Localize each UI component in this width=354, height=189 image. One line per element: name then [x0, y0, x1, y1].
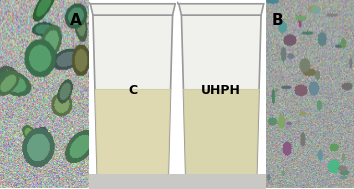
Text: A: A: [70, 13, 81, 28]
Polygon shape: [90, 4, 175, 15]
Text: UHPH: UHPH: [201, 84, 241, 97]
Bar: [177, 174, 266, 189]
Polygon shape: [183, 89, 259, 180]
Bar: [88, 174, 177, 189]
Polygon shape: [95, 89, 171, 180]
Polygon shape: [171, 0, 179, 4]
Polygon shape: [179, 4, 264, 15]
Text: C: C: [128, 84, 137, 97]
Polygon shape: [182, 15, 261, 180]
Polygon shape: [82, 0, 90, 4]
Polygon shape: [93, 15, 173, 180]
Text: B: B: [272, 13, 283, 28]
